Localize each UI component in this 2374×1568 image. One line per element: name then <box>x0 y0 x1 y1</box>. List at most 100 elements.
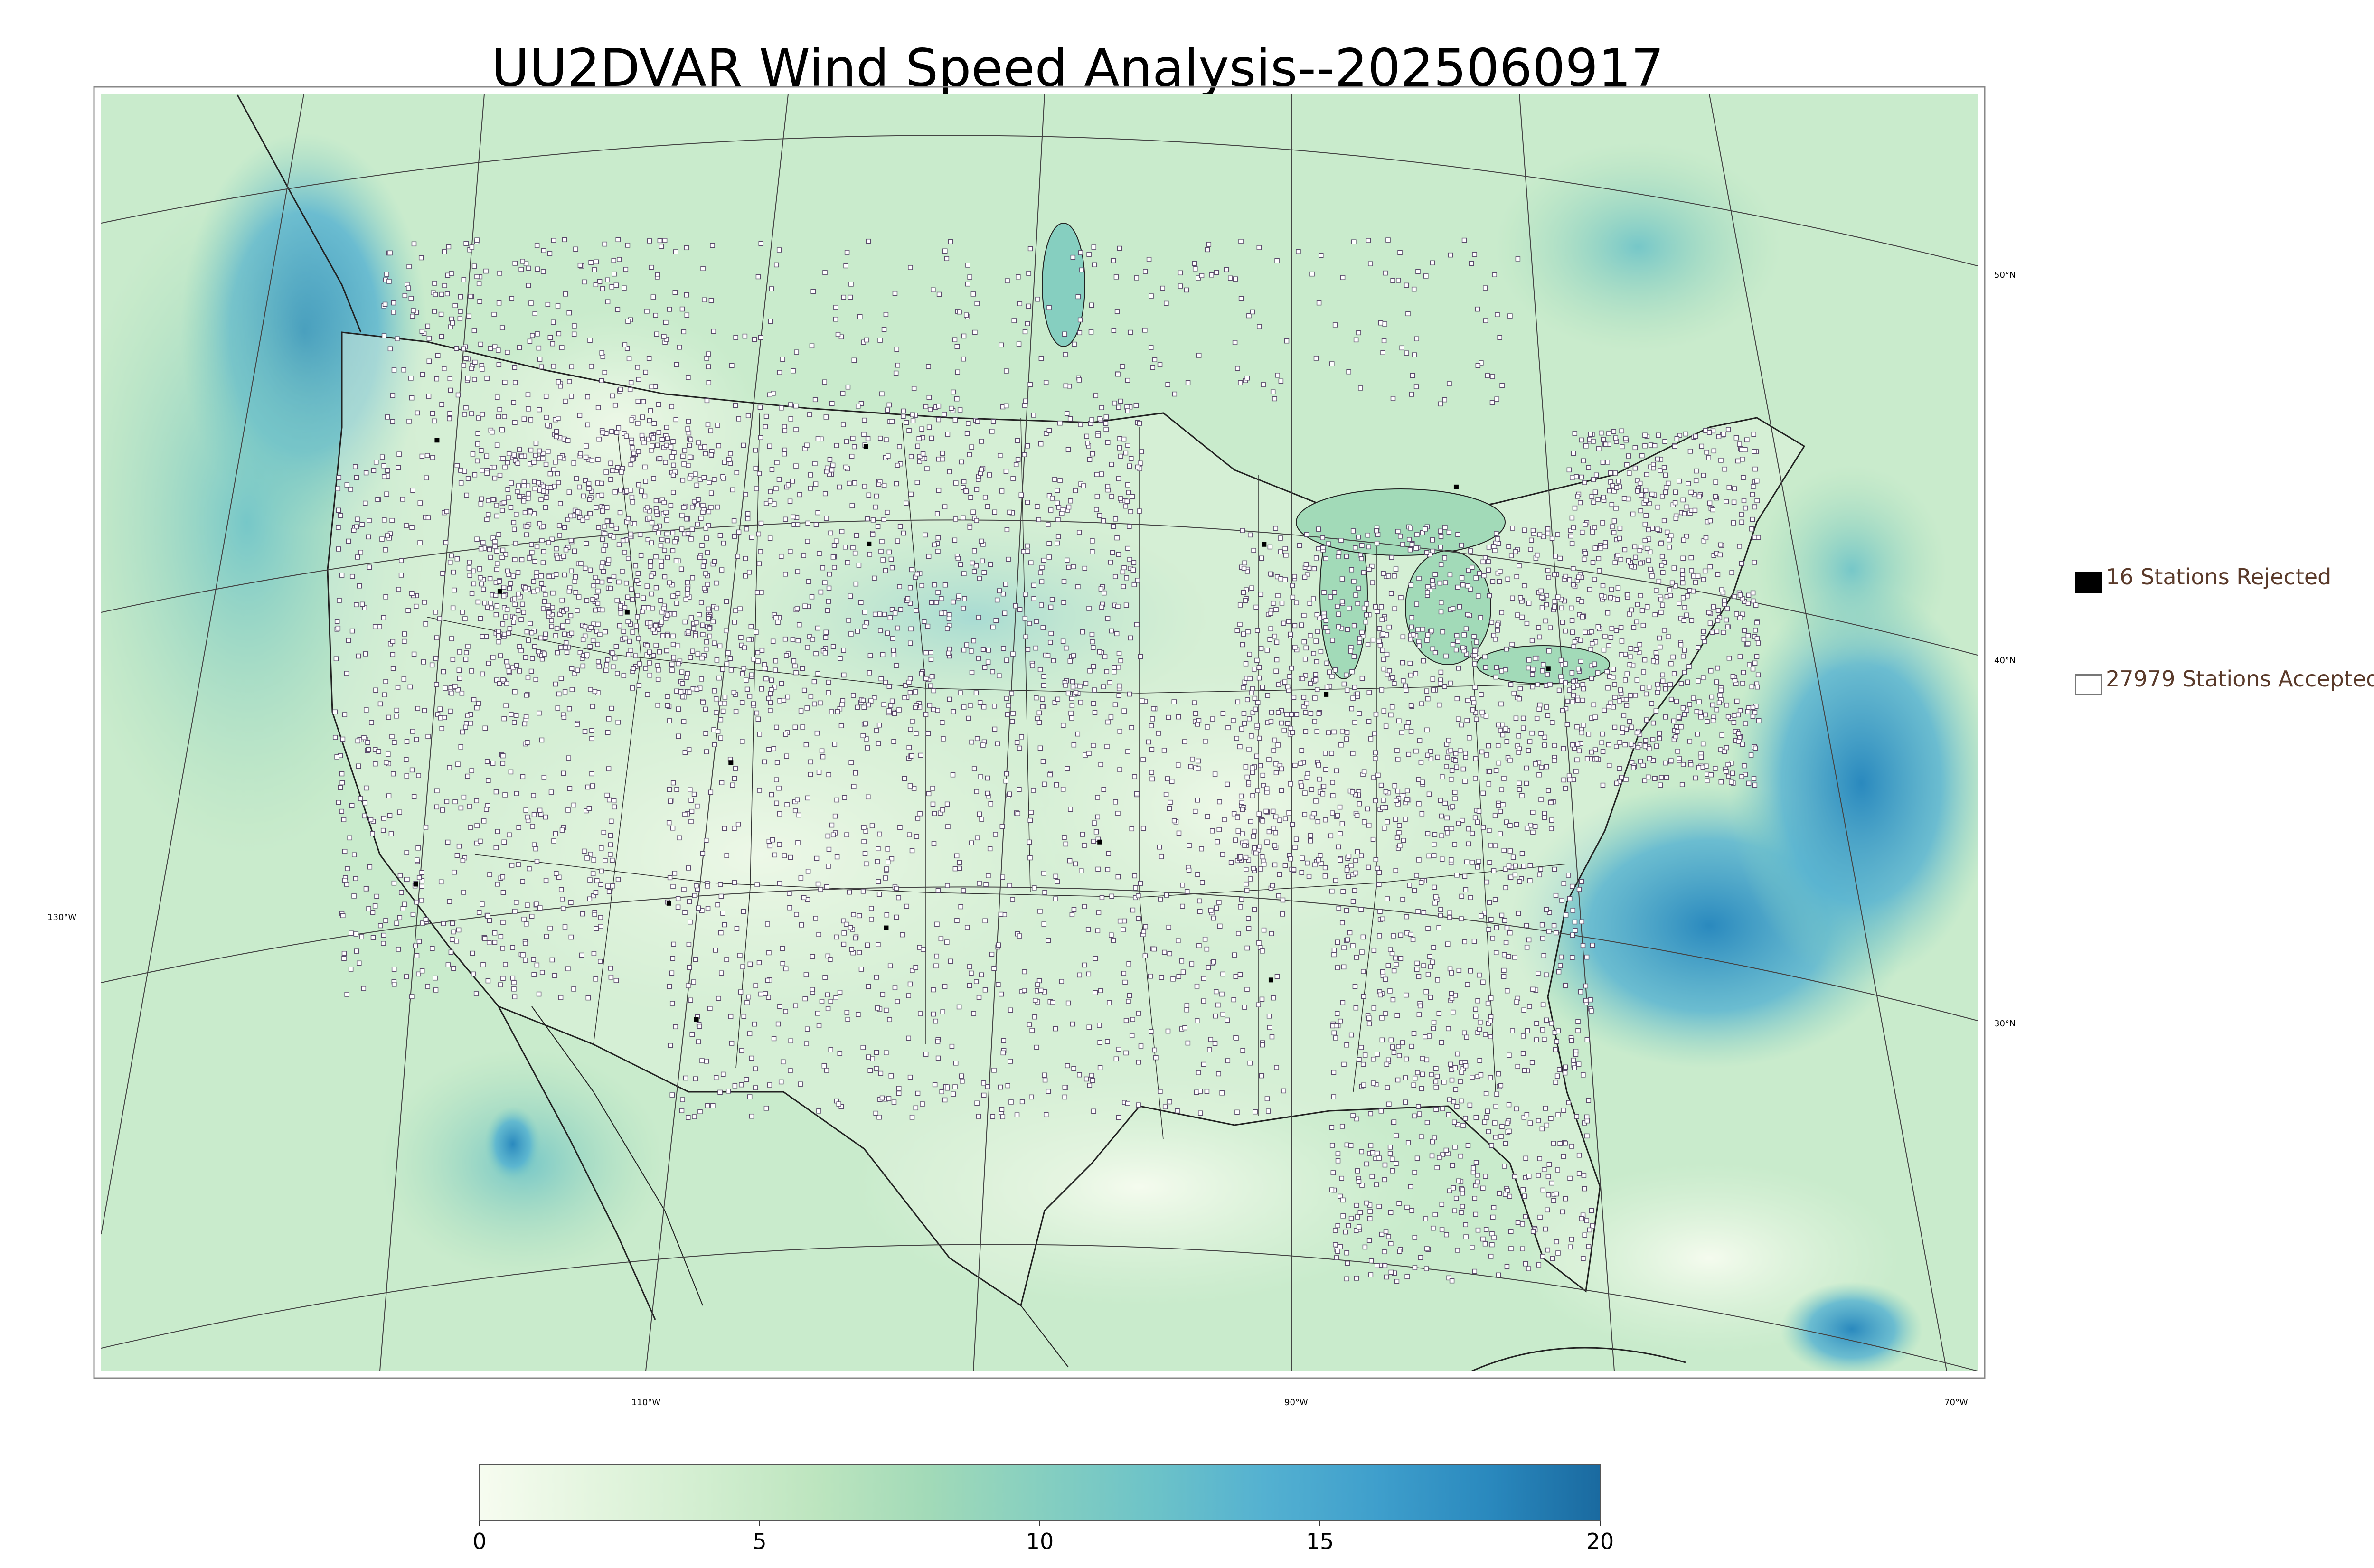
accepted-station-marker <box>1498 701 1504 707</box>
accepted-station-marker <box>1724 499 1729 504</box>
accepted-station-marker <box>808 759 813 765</box>
accepted-station-marker <box>668 503 674 508</box>
accepted-station-marker <box>1466 826 1471 832</box>
accepted-station-marker <box>636 683 642 688</box>
accepted-station-marker <box>1112 702 1118 707</box>
accepted-station-marker <box>910 412 915 418</box>
accepted-station-marker <box>1458 1153 1463 1159</box>
accepted-station-marker <box>1460 645 1466 650</box>
accepted-station-marker <box>696 1039 701 1044</box>
accepted-station-marker <box>1091 1108 1096 1114</box>
accepted-station-marker <box>1340 1000 1346 1005</box>
accepted-station-marker <box>484 807 489 812</box>
accepted-station-marker <box>458 744 463 750</box>
accepted-station-marker <box>1447 572 1453 578</box>
accepted-station-marker <box>1570 742 1575 748</box>
accepted-station-marker <box>573 574 578 580</box>
accepted-station-marker <box>1002 610 1008 616</box>
accepted-station-marker <box>962 596 967 601</box>
accepted-station-marker <box>1601 495 1606 500</box>
accepted-station-marker <box>1454 1104 1460 1109</box>
accepted-station-marker <box>1013 603 1018 609</box>
accepted-station-marker <box>1013 462 1019 467</box>
accepted-station-marker <box>927 703 933 708</box>
accepted-station-marker <box>700 632 706 637</box>
accepted-station-marker <box>1103 421 1109 426</box>
accepted-station-marker <box>814 730 820 736</box>
accepted-station-marker <box>600 508 605 514</box>
accepted-station-marker <box>1083 1076 1089 1082</box>
accepted-station-marker <box>1682 712 1687 717</box>
accepted-station-marker <box>568 900 574 905</box>
accepted-station-marker <box>1602 634 1608 639</box>
accepted-station-marker <box>1591 702 1596 708</box>
accepted-station-marker <box>688 536 694 542</box>
accepted-station-marker <box>878 549 884 554</box>
accepted-station-marker <box>732 826 737 831</box>
accepted-station-marker <box>1646 685 1652 690</box>
accepted-station-marker <box>866 1054 871 1060</box>
accepted-station-marker <box>1041 683 1046 688</box>
accepted-station-marker <box>876 741 881 746</box>
accepted-station-marker <box>1008 1099 1014 1105</box>
accepted-station-marker <box>1650 462 1656 467</box>
accepted-station-marker <box>1559 954 1564 960</box>
accepted-station-marker <box>517 494 522 499</box>
accepted-station-marker <box>708 505 714 510</box>
accepted-station-marker <box>505 460 510 465</box>
accepted-station-marker <box>1361 769 1367 774</box>
accepted-station-marker <box>1117 729 1123 734</box>
accepted-station-marker <box>1248 876 1253 882</box>
accepted-station-marker <box>551 467 556 472</box>
accepted-station-marker <box>758 549 763 554</box>
accepted-station-marker <box>692 1114 697 1119</box>
accepted-station-marker <box>1551 923 1557 929</box>
accepted-station-marker <box>383 679 388 684</box>
accepted-station-marker <box>1198 1110 1203 1116</box>
accepted-station-marker <box>1333 1228 1338 1233</box>
accepted-station-marker <box>1309 787 1314 792</box>
accepted-station-marker <box>788 854 793 860</box>
accepted-station-marker <box>1099 895 1105 900</box>
accepted-station-marker <box>568 934 574 940</box>
accepted-station-marker <box>973 563 979 569</box>
accepted-station-marker <box>1742 628 1747 633</box>
accepted-station-marker <box>907 832 912 837</box>
accepted-station-marker <box>826 599 831 604</box>
accepted-station-marker <box>732 1083 738 1089</box>
accepted-station-marker <box>1470 696 1476 701</box>
accepted-station-marker <box>542 599 547 604</box>
accepted-station-marker <box>1258 592 1264 597</box>
accepted-station-marker <box>599 564 605 570</box>
accepted-station-marker <box>774 460 780 465</box>
accepted-station-marker <box>888 556 894 562</box>
accepted-station-marker <box>488 601 493 606</box>
accepted-station-marker <box>637 532 643 537</box>
accepted-station-marker <box>1703 712 1708 718</box>
accepted-station-marker <box>1435 977 1440 983</box>
accepted-station-marker <box>635 571 641 576</box>
accepted-station-marker <box>895 999 900 1004</box>
accepted-station-marker <box>738 989 744 995</box>
accepted-station-marker <box>1321 784 1327 789</box>
accepted-station-marker <box>931 707 936 712</box>
accepted-station-marker <box>651 653 656 658</box>
accepted-station-marker <box>964 925 970 930</box>
accepted-station-marker <box>829 709 834 714</box>
accepted-station-marker <box>1151 946 1157 952</box>
accepted-station-marker <box>1371 948 1377 953</box>
accepted-station-marker <box>607 578 612 583</box>
accepted-station-marker <box>1644 717 1649 723</box>
accepted-station-marker <box>1539 595 1545 600</box>
accepted-station-marker <box>700 509 706 515</box>
accepted-station-marker <box>1544 1122 1549 1128</box>
accepted-station-marker <box>562 525 567 530</box>
accepted-station-marker <box>1388 1210 1394 1215</box>
accepted-station-marker <box>355 738 360 744</box>
accepted-station-marker <box>367 518 372 523</box>
accepted-station-marker <box>1112 665 1117 670</box>
accepted-station-marker <box>466 565 472 571</box>
accepted-station-marker <box>1140 698 1145 704</box>
accepted-station-marker <box>1339 821 1345 826</box>
accepted-station-marker <box>773 615 779 620</box>
